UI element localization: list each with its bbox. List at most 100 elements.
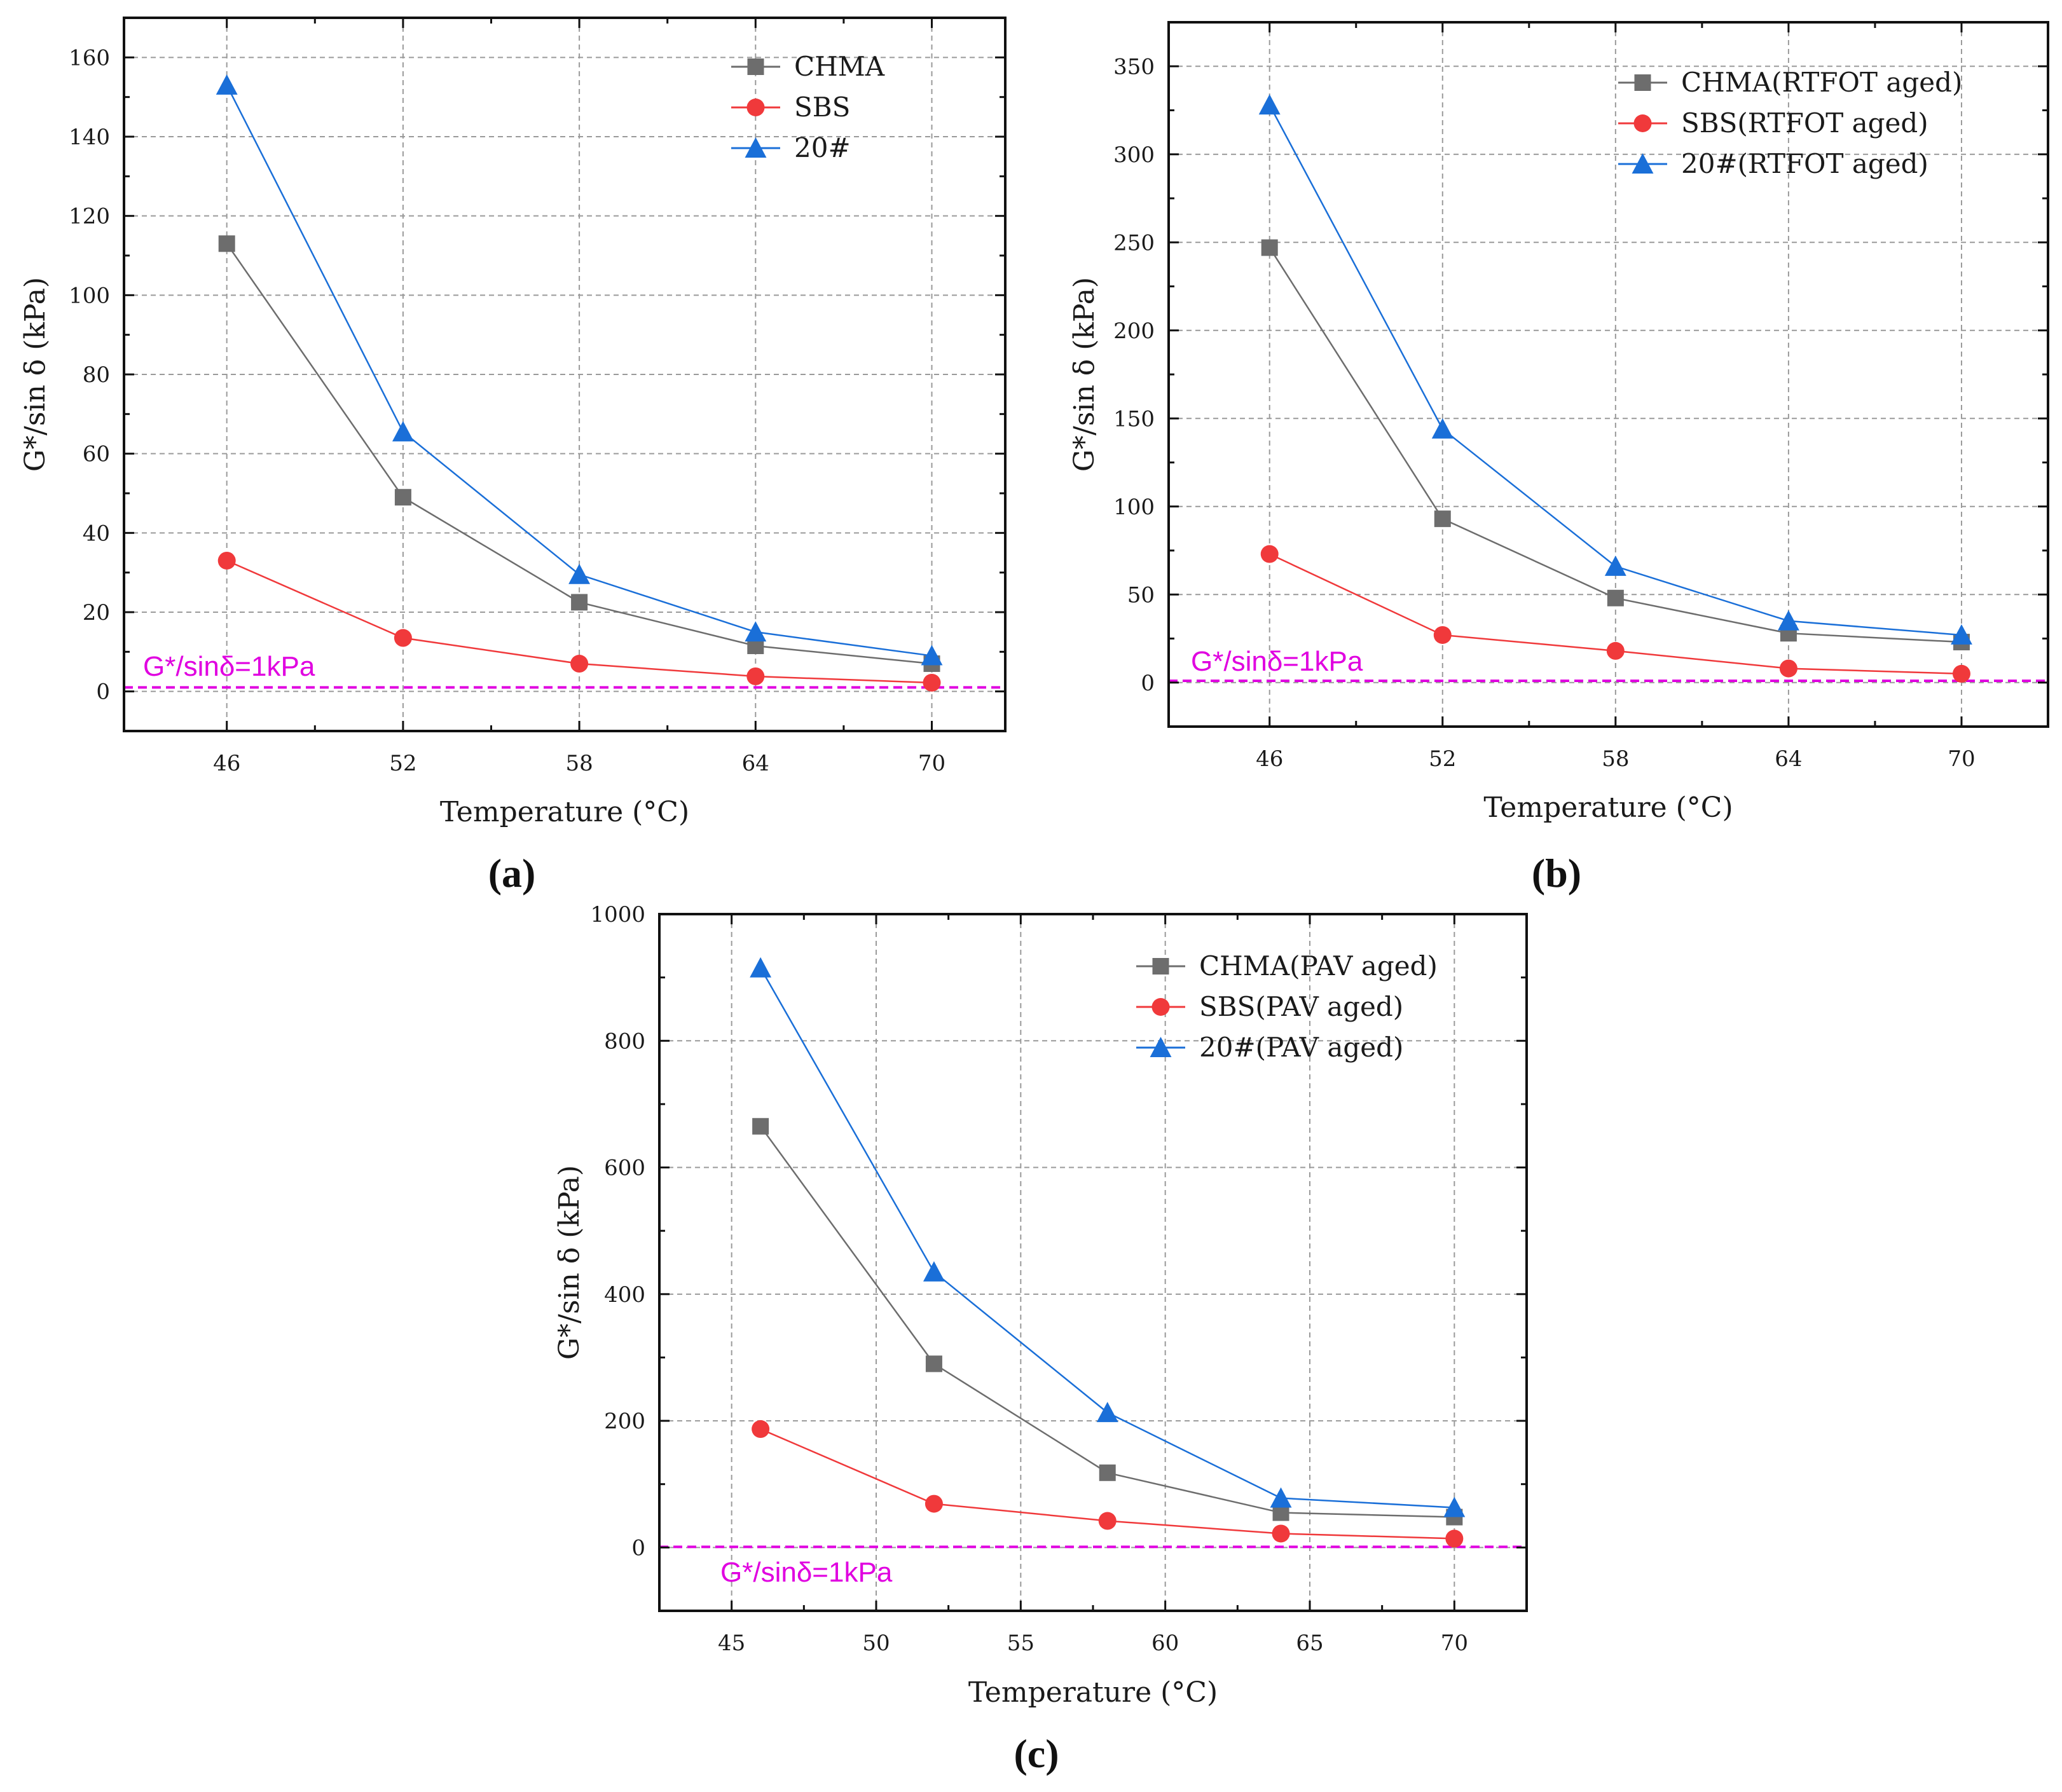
- legend-label: SBS: [794, 92, 850, 123]
- reference-line-label: G*/sinδ=1kPa: [1191, 646, 1363, 677]
- data-point: [1434, 510, 1451, 528]
- series-SBS(RTFOT aged): [1260, 545, 1970, 683]
- legend-marker: [1151, 998, 1170, 1016]
- legend-marker: [746, 99, 765, 116]
- x-tick-label: 58: [1602, 746, 1629, 772]
- y-tick-label: 250: [1113, 230, 1155, 256]
- data-point: [1604, 555, 1626, 576]
- data-point: [1096, 1402, 1118, 1423]
- data-point: [568, 563, 591, 584]
- data-point: [924, 1494, 943, 1513]
- data-point: [921, 645, 943, 666]
- data-point: [752, 1420, 770, 1439]
- y-tick-label: 200: [604, 1409, 645, 1434]
- x-tick-label: 60: [1151, 1631, 1179, 1656]
- y-tick-label: 400: [604, 1282, 645, 1308]
- y-tick-label: 40: [83, 521, 110, 546]
- series-CHMA(PAV aged): [752, 1118, 1463, 1526]
- data-point: [1433, 626, 1452, 644]
- chart-panel-2: G*/sinδ=1kPa 0 200 400 600 800 1000 45 50 55 60 65 7…: [553, 902, 1528, 1776]
- data-point: [217, 551, 236, 570]
- data-point: [1952, 664, 1970, 683]
- legend-label: 20#(RTFOT aged): [1681, 148, 1928, 179]
- y-tick-label: 0: [631, 1535, 645, 1561]
- x-axis-label: Temperature (°C): [440, 796, 689, 828]
- y-tick-label: 50: [1127, 582, 1155, 608]
- data-point: [1777, 610, 1799, 631]
- series-20#: [216, 74, 943, 666]
- data-point: [746, 667, 765, 685]
- x-tick-label: 70: [1948, 746, 1975, 772]
- data-point: [925, 1355, 942, 1372]
- y-tick-label: 0: [96, 680, 110, 705]
- legend-label: CHMA: [794, 51, 885, 82]
- x-tick-label: 55: [1007, 1631, 1034, 1656]
- x-axis-label: Temperature (°C): [1483, 791, 1733, 824]
- data-point: [1606, 641, 1625, 660]
- data-point: [750, 957, 772, 978]
- legend-label: CHMA(RTFOT aged): [1681, 67, 1962, 98]
- data-point: [571, 594, 588, 611]
- y-tick-label: 80: [83, 362, 110, 388]
- series-SBS(PAV aged): [752, 1420, 1464, 1548]
- x-axis-label: Temperature (°C): [968, 1676, 1218, 1709]
- x-tick-label: 70: [1441, 1631, 1468, 1656]
- y-tick-label: 120: [69, 204, 110, 229]
- data-point: [923, 673, 941, 692]
- data-point: [1261, 239, 1278, 256]
- data-point: [1270, 1487, 1292, 1508]
- data-point: [923, 1261, 945, 1282]
- series-20#(PAV aged): [750, 957, 1466, 1517]
- legend-marker: [1150, 1037, 1172, 1057]
- data-point: [218, 235, 235, 252]
- y-axis-label: G*/sin δ (kPa): [1068, 277, 1101, 472]
- panel-label: (a): [488, 851, 536, 896]
- series-SBS: [217, 551, 941, 692]
- x-tick-label: 64: [1775, 746, 1802, 772]
- data-point: [394, 629, 412, 647]
- legend-label: 20#(PAV aged): [1199, 1032, 1403, 1063]
- data-point: [1272, 1524, 1290, 1543]
- legend-label: 20#: [794, 132, 851, 163]
- data-point: [216, 74, 238, 95]
- data-point: [392, 421, 414, 442]
- reference-line-label: G*/sinδ=1kPa: [143, 651, 315, 682]
- data-point: [394, 489, 411, 506]
- data-point: [1260, 545, 1279, 563]
- data-point: [1445, 1529, 1464, 1548]
- legend-marker: [1633, 114, 1652, 132]
- data-point: [752, 1118, 769, 1135]
- series-20#(RTFOT aged): [1258, 94, 1972, 645]
- legend-label: SBS(PAV aged): [1199, 991, 1403, 1022]
- legend-marker: [747, 58, 764, 75]
- x-tick-label: 45: [718, 1631, 745, 1656]
- y-tick-label: 800: [604, 1029, 645, 1054]
- legend-label: CHMA(PAV aged): [1199, 950, 1438, 981]
- y-tick-label: 60: [83, 442, 110, 467]
- legend-marker: [745, 137, 767, 158]
- x-tick-label: 46: [213, 751, 240, 776]
- y-tick-label: 350: [1113, 54, 1155, 79]
- data-point: [1258, 94, 1281, 115]
- y-tick-label: 300: [1113, 142, 1155, 168]
- y-axis-label: G*/sin δ (kPa): [553, 1165, 586, 1360]
- data-point: [1951, 624, 1972, 645]
- x-tick-label: 50: [862, 1631, 890, 1656]
- x-tick-label: 46: [1256, 746, 1283, 772]
- y-tick-label: 1000: [590, 902, 645, 927]
- legend-label: SBS(RTFOT aged): [1681, 107, 1928, 139]
- data-point: [1607, 589, 1624, 606]
- data-point: [1098, 1512, 1117, 1530]
- y-tick-label: 20: [83, 600, 110, 626]
- x-tick-label: 65: [1296, 1631, 1323, 1656]
- legend-marker: [1634, 74, 1651, 91]
- data-point: [570, 655, 589, 673]
- x-tick-label: 70: [918, 751, 945, 776]
- panel-label: (c): [1014, 1731, 1059, 1776]
- panel-label: (b): [1532, 851, 1581, 896]
- x-tick-label: 64: [742, 751, 769, 776]
- y-tick-label: 100: [1113, 495, 1155, 520]
- y-tick-label: 0: [1141, 671, 1155, 696]
- y-tick-label: 160: [69, 45, 110, 71]
